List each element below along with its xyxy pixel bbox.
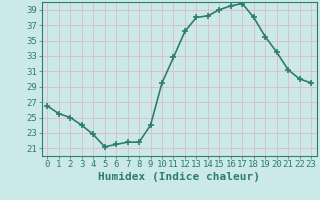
X-axis label: Humidex (Indice chaleur): Humidex (Indice chaleur): [98, 172, 260, 182]
